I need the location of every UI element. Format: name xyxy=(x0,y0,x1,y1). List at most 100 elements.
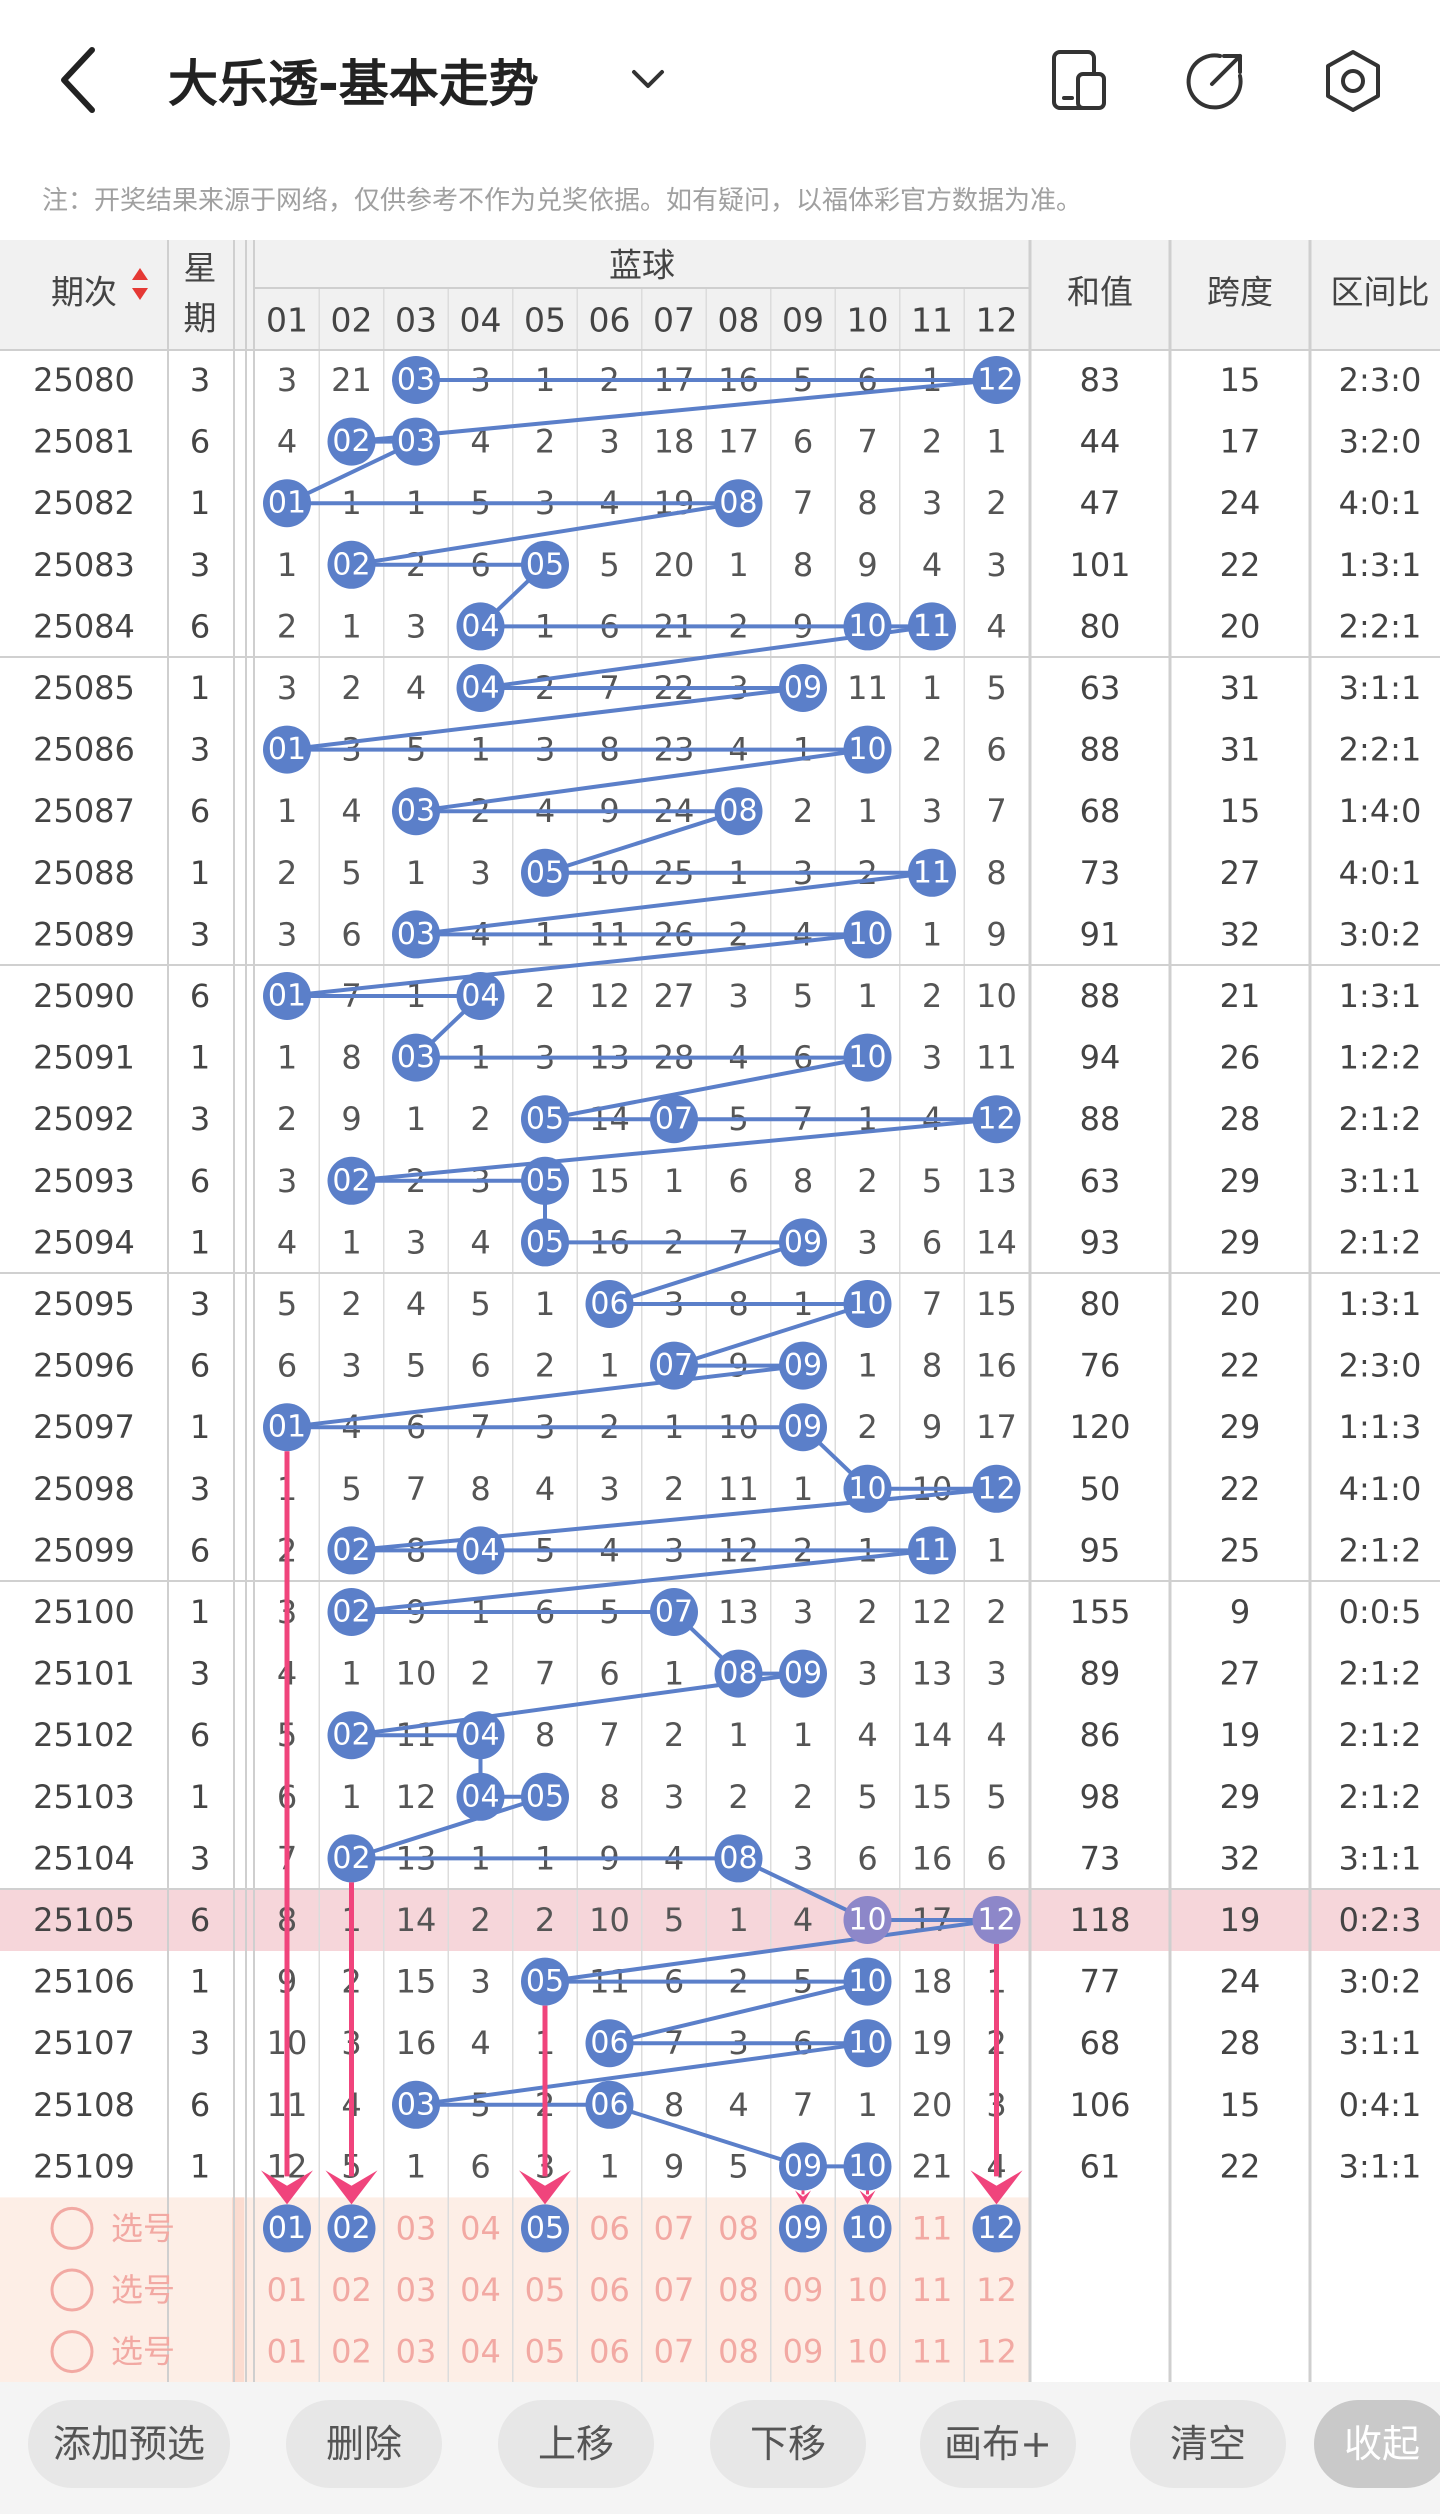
select-radio-icon[interactable] xyxy=(50,2330,94,2374)
miss-count: 10 xyxy=(396,1655,437,1693)
row-sum: 91 xyxy=(1080,915,1121,953)
miss-count: 3 xyxy=(664,1778,684,1816)
header-number-04: 04 xyxy=(460,301,502,340)
row-week: 1 xyxy=(190,1408,210,1446)
row-sum: 83 xyxy=(1080,361,1121,399)
miss-count: 3 xyxy=(857,1655,877,1693)
miss-count: 3 xyxy=(406,607,426,645)
row-zone-ratio: 0:0:5 xyxy=(1339,1593,1422,1631)
selected-ball-12[interactable] xyxy=(972,2204,1021,2253)
miss-count: 3 xyxy=(793,1839,813,1877)
miss-count: 1 xyxy=(986,1531,1006,1569)
settings-icon[interactable] xyxy=(1318,46,1388,116)
blue-ball-02 xyxy=(327,1526,376,1575)
blue-ball-05 xyxy=(521,1957,569,2006)
move-up-button[interactable]: 上移 xyxy=(498,2400,654,2488)
row-week: 6 xyxy=(190,423,210,461)
select-number-06: 06 xyxy=(589,2271,630,2309)
row-span: 22 xyxy=(1220,1347,1261,1385)
ball-number: 08 xyxy=(719,794,757,829)
row-sum: 88 xyxy=(1080,731,1121,769)
select-number-07: 07 xyxy=(654,2333,695,2371)
select-radio-icon[interactable] xyxy=(50,2206,94,2250)
selected-ball-09[interactable] xyxy=(779,2204,827,2253)
miss-count: 3 xyxy=(793,1593,813,1631)
row-period: 25082 xyxy=(33,484,135,522)
row-week: 3 xyxy=(190,731,210,769)
miss-count: 17 xyxy=(976,1408,1017,1446)
ball-number: 10 xyxy=(848,1903,886,1938)
blue-ball-05 xyxy=(521,848,569,897)
ball-number: 02 xyxy=(332,1595,370,1630)
miss-count: 8 xyxy=(341,1039,361,1077)
row-span: 22 xyxy=(1220,2147,1261,2185)
row-span: 26 xyxy=(1220,1039,1261,1077)
ball-number: 01 xyxy=(268,979,306,1014)
row-week: 3 xyxy=(190,546,210,584)
back-arrow-icon[interactable] xyxy=(50,40,110,120)
selected-ball-02[interactable] xyxy=(327,2204,376,2253)
select-number-09: 09 xyxy=(783,2271,824,2309)
miss-count: 18 xyxy=(912,1963,953,2001)
ball-number: 10 xyxy=(848,917,886,952)
chevron-down-icon[interactable] xyxy=(626,58,670,102)
row-span: 32 xyxy=(1220,915,1261,953)
miss-count: 15 xyxy=(589,1162,630,1200)
add-preselect-button[interactable]: 添加预选 xyxy=(28,2400,230,2488)
header-number-09: 09 xyxy=(782,301,824,340)
miss-count: 15 xyxy=(976,1285,1017,1323)
share-icon[interactable] xyxy=(1180,46,1250,116)
ball-number: 12 xyxy=(977,1903,1015,1938)
miss-count: 6 xyxy=(793,423,813,461)
row-sum: 63 xyxy=(1080,1162,1121,1200)
miss-count: 4 xyxy=(470,1223,490,1261)
blue-ball-03 xyxy=(392,2080,440,2129)
miss-count: 4 xyxy=(341,792,361,830)
select-number-08: 08 xyxy=(718,2209,759,2247)
miss-count: 5 xyxy=(728,2147,748,2185)
row-span: 25 xyxy=(1220,1531,1261,1569)
miss-count: 1 xyxy=(728,1901,748,1939)
disclaimer-notice: 注：开奖结果来源于网络，仅供参考不作为兑奖依据。如有疑问，以福体彩官方数据为准。 xyxy=(42,186,1083,216)
row-week: 6 xyxy=(190,792,210,830)
move-down-button[interactable]: 下移 xyxy=(710,2400,866,2488)
device-icon[interactable] xyxy=(1044,46,1114,116)
row-span: 24 xyxy=(1220,484,1261,522)
row-period: 25094 xyxy=(33,1223,135,1261)
canvas-plus-button[interactable]: 画布+ xyxy=(920,2400,1076,2488)
clear-button[interactable]: 清空 xyxy=(1130,2400,1286,2488)
blue-ball-01 xyxy=(263,725,311,774)
selected-ball-05[interactable] xyxy=(521,2204,569,2253)
row-zone-ratio: 4:0:1 xyxy=(1339,484,1422,522)
miss-count: 7 xyxy=(857,423,877,461)
blue-ball-03 xyxy=(392,787,440,836)
page-title[interactable]: 大乐透-基本走势 xyxy=(168,55,539,113)
miss-count: 8 xyxy=(535,1716,555,1754)
row-span: 28 xyxy=(1220,1100,1261,1138)
blue-ball-12 xyxy=(972,1095,1021,1144)
blue-ball-02 xyxy=(327,1711,376,1760)
trend-line xyxy=(351,1548,933,1614)
sort-down-icon[interactable] xyxy=(132,288,148,300)
selected-ball-10[interactable] xyxy=(843,2204,892,2253)
ball-number: 02 xyxy=(332,1718,370,1753)
row-sum: 98 xyxy=(1080,1778,1121,1816)
sort-up-icon[interactable] xyxy=(132,268,148,280)
miss-count: 2 xyxy=(535,1901,555,1939)
ball-number: 01 xyxy=(268,486,306,521)
miss-count: 2 xyxy=(922,977,942,1015)
row-week: 6 xyxy=(190,977,210,1015)
miss-count: 4 xyxy=(535,1470,555,1508)
delete-button[interactable]: 删除 xyxy=(286,2400,442,2488)
header-number-05: 05 xyxy=(524,301,566,340)
miss-count: 1 xyxy=(986,423,1006,461)
collapse-button[interactable]: 收起 xyxy=(1314,2400,1440,2488)
miss-count: 12 xyxy=(912,1593,953,1631)
select-number-06: 06 xyxy=(589,2209,630,2247)
row-span: 32 xyxy=(1220,1839,1261,1877)
miss-count: 5 xyxy=(406,1347,426,1385)
row-period: 25089 xyxy=(33,915,135,953)
row-period: 25097 xyxy=(33,1408,135,1446)
select-radio-icon[interactable] xyxy=(50,2268,94,2312)
selected-ball-01[interactable] xyxy=(263,2204,311,2253)
